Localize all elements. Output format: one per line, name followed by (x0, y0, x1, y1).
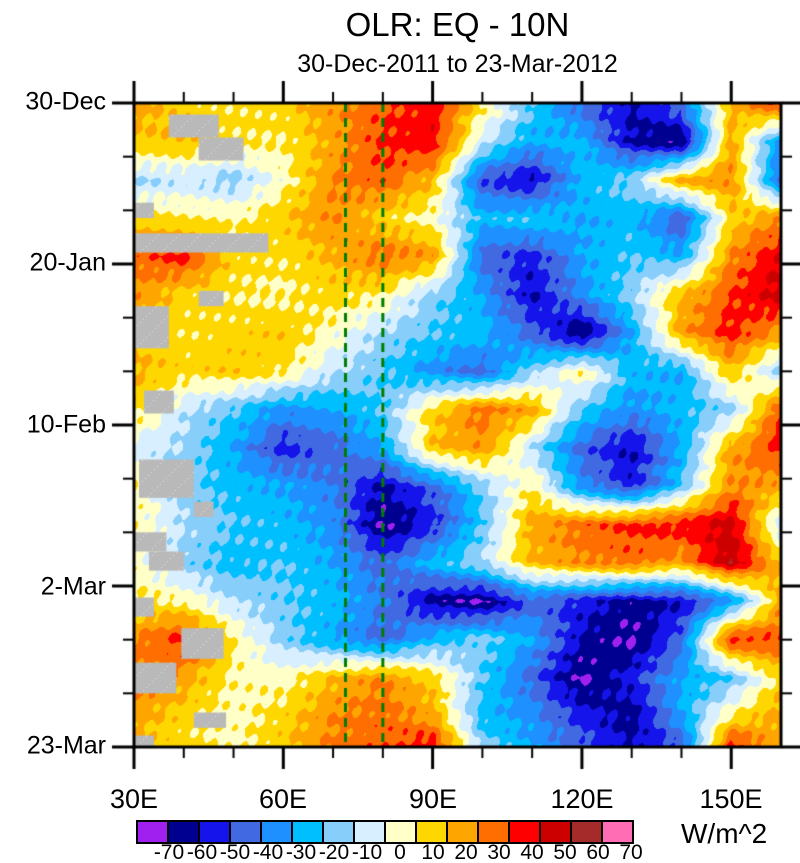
colorbar-tick-label: -50 (219, 841, 251, 863)
colorbar-tick-label: 10 (421, 841, 445, 863)
colorbar-swatch (353, 820, 386, 844)
colorbar-tick-label: -60 (186, 841, 218, 863)
chart-subtitle: 30-Dec-2011 to 23-Mar-2012 (297, 50, 618, 78)
x-tick-label: 120E (550, 784, 614, 814)
y-tick-label: 23-Mar (26, 731, 106, 760)
colorbar-tick-label: -10 (351, 841, 383, 863)
colorbar-tick-label: -40 (252, 841, 284, 863)
y-tick-label: 30-Dec (25, 87, 106, 116)
x-tick-label: 90E (408, 784, 458, 814)
colorbar-swatch (291, 820, 324, 844)
colorbar-tick-label: 30 (487, 841, 511, 863)
x-tick-label: 30E (109, 784, 159, 814)
colorbar-swatch (601, 820, 634, 844)
y-tick-label: 2-Mar (40, 572, 106, 601)
colorbar-tick-label: -20 (318, 841, 350, 863)
chart-title: OLR: EQ - 10N (345, 6, 570, 43)
colorbar-tick-label: -70 (153, 841, 185, 863)
colorbar-tick-label: 40 (520, 841, 544, 863)
colorbar-swatch (415, 820, 448, 844)
y-tick-label: 20-Jan (29, 248, 106, 277)
x-tick-label: 150E (699, 784, 763, 814)
colorbar-swatch (167, 820, 200, 844)
colorbar-swatch (198, 820, 231, 844)
y-tick-label: 10-Feb (26, 410, 106, 439)
colorbar-swatch (260, 820, 293, 844)
colorbar-tick-label: 70 (619, 841, 643, 863)
colorbar-tick-label: 20 (454, 841, 478, 863)
x-tick-label: 60E (258, 784, 308, 814)
colorbar-swatch (477, 820, 510, 844)
units-label: W/m^2 (681, 818, 768, 849)
hovmoller-plot-canvas (0, 0, 800, 815)
colorbar-tick-label: 0 (394, 841, 406, 863)
colorbar (136, 820, 634, 844)
colorbar-tick-label: 60 (586, 841, 610, 863)
colorbar-tick-label: 50 (553, 841, 577, 863)
colorbar-tick-label: -30 (285, 841, 317, 863)
colorbar-swatch (136, 820, 169, 844)
